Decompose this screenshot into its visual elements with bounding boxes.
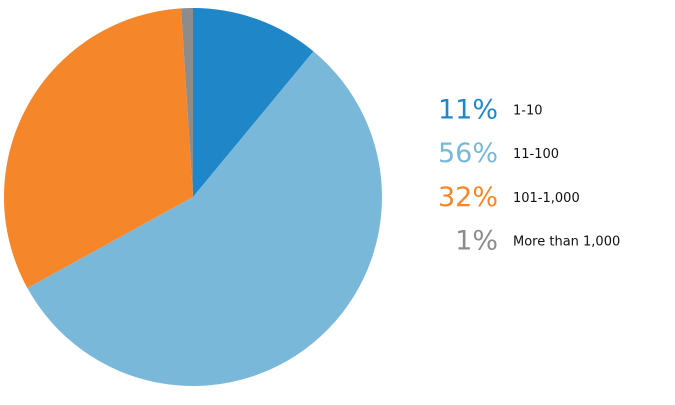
legend-label: 101-1,000	[513, 191, 580, 206]
legend-value: 32%	[438, 182, 498, 213]
legend-label: 11-100	[513, 147, 559, 162]
pie-slice	[193, 8, 314, 197]
legend-value: 56%	[438, 138, 498, 169]
legend-value: 1%	[455, 226, 498, 257]
legend-label: 1-10	[513, 104, 543, 119]
pie-slice	[3, 8, 194, 289]
legend-label: More than 1,000	[513, 235, 620, 250]
pie-slice	[27, 51, 382, 386]
legend-value: 11%	[438, 95, 498, 126]
pie-slice	[181, 8, 193, 197]
